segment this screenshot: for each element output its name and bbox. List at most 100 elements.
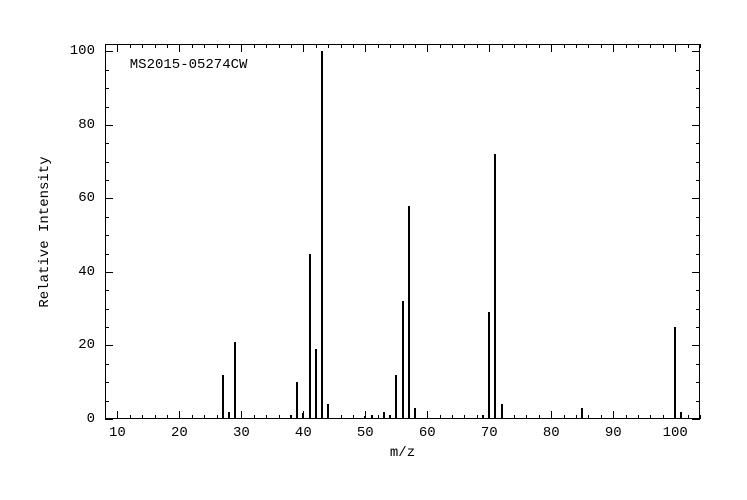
x-tick-minor	[316, 44, 317, 48]
x-tick-minor	[341, 415, 342, 419]
spectrum-peak	[309, 254, 311, 419]
x-tick-major	[427, 44, 428, 52]
x-tick-label: 100	[663, 425, 688, 441]
x-tick-minor	[390, 44, 391, 48]
spectrum-peak	[296, 382, 298, 419]
x-tick-minor	[477, 415, 478, 419]
y-tick-minor	[105, 327, 109, 328]
x-tick-minor	[464, 415, 465, 419]
y-tick-minor	[105, 364, 109, 365]
spectrum-peak	[674, 327, 676, 419]
y-tick-major	[105, 51, 113, 52]
y-tick-minor	[696, 70, 700, 71]
x-tick-minor	[588, 44, 589, 48]
x-tick-minor	[688, 44, 689, 48]
x-tick-major	[117, 411, 118, 419]
x-tick-minor	[266, 44, 267, 48]
y-tick-minor	[105, 401, 109, 402]
x-tick-major	[179, 44, 180, 52]
x-tick-minor	[155, 415, 156, 419]
x-tick-minor	[539, 44, 540, 48]
x-axis-label: m/z	[390, 445, 415, 461]
x-tick-label: 10	[109, 425, 126, 441]
x-tick-minor	[601, 415, 602, 419]
spectrum-peak	[494, 154, 496, 419]
x-tick-minor	[464, 44, 465, 48]
y-tick-minor	[696, 88, 700, 89]
x-tick-minor	[700, 415, 701, 419]
x-tick-minor	[192, 415, 193, 419]
x-tick-minor	[576, 44, 577, 48]
x-tick-major	[613, 44, 614, 52]
x-tick-major	[241, 44, 242, 52]
y-tick-minor	[105, 88, 109, 89]
y-tick-minor	[105, 143, 109, 144]
x-tick-minor	[663, 44, 664, 48]
x-tick-label: 40	[295, 425, 312, 441]
x-tick-major	[365, 44, 366, 52]
x-tick-minor	[279, 415, 280, 419]
x-tick-major	[179, 411, 180, 419]
x-tick-minor	[105, 44, 106, 48]
x-tick-major	[675, 44, 676, 52]
spectrum-peak	[402, 301, 404, 419]
y-tick-major	[692, 125, 700, 126]
y-tick-label: 40	[78, 264, 95, 280]
x-tick-minor	[514, 415, 515, 419]
x-tick-minor	[142, 415, 143, 419]
y-tick-minor	[696, 162, 700, 163]
spectrum-peak	[414, 408, 416, 419]
y-tick-label: 100	[70, 43, 95, 59]
y-tick-minor	[105, 107, 109, 108]
y-tick-minor	[105, 180, 109, 181]
spectrum-peak	[234, 342, 236, 419]
x-tick-label: 70	[481, 425, 498, 441]
x-tick-major	[241, 411, 242, 419]
spectrum-peak	[315, 349, 317, 419]
y-tick-minor	[105, 254, 109, 255]
x-tick-minor	[353, 44, 354, 48]
x-tick-minor	[626, 415, 627, 419]
y-tick-major	[692, 198, 700, 199]
y-tick-minor	[105, 217, 109, 218]
x-tick-minor	[514, 44, 515, 48]
spectrum-peak	[389, 415, 391, 419]
x-tick-label: 90	[605, 425, 622, 441]
x-tick-label: 30	[233, 425, 250, 441]
x-tick-minor	[254, 44, 255, 48]
y-tick-label: 60	[78, 190, 95, 206]
x-tick-minor	[229, 44, 230, 48]
y-tick-major	[105, 125, 113, 126]
mass-spectrum-chart: MS2015-05274CW m/z Relative Intensity 10…	[0, 0, 747, 500]
x-tick-minor	[576, 415, 577, 419]
x-tick-minor	[130, 44, 131, 48]
y-tick-minor	[696, 217, 700, 218]
y-tick-major	[692, 419, 700, 420]
x-tick-minor	[378, 44, 379, 48]
y-tick-minor	[696, 327, 700, 328]
x-tick-minor	[526, 44, 527, 48]
y-tick-label: 80	[78, 117, 95, 133]
x-tick-minor	[638, 44, 639, 48]
spectrum-peak	[364, 416, 366, 419]
x-tick-label: 80	[543, 425, 560, 441]
spectrum-peak	[383, 412, 385, 419]
x-tick-major	[303, 44, 304, 52]
y-tick-minor	[696, 401, 700, 402]
x-tick-major	[613, 411, 614, 419]
spectrum-peak	[290, 415, 292, 419]
spectrum-peak	[228, 412, 230, 419]
y-tick-major	[105, 345, 113, 346]
y-tick-minor	[696, 107, 700, 108]
y-tick-minor	[105, 162, 109, 163]
x-tick-minor	[638, 415, 639, 419]
x-tick-minor	[204, 44, 205, 48]
x-tick-minor	[452, 44, 453, 48]
x-tick-label: 20	[171, 425, 188, 441]
x-tick-minor	[650, 415, 651, 419]
x-tick-minor	[403, 44, 404, 48]
x-tick-minor	[539, 415, 540, 419]
x-tick-minor	[167, 44, 168, 48]
x-tick-minor	[291, 44, 292, 48]
x-tick-minor	[588, 415, 589, 419]
